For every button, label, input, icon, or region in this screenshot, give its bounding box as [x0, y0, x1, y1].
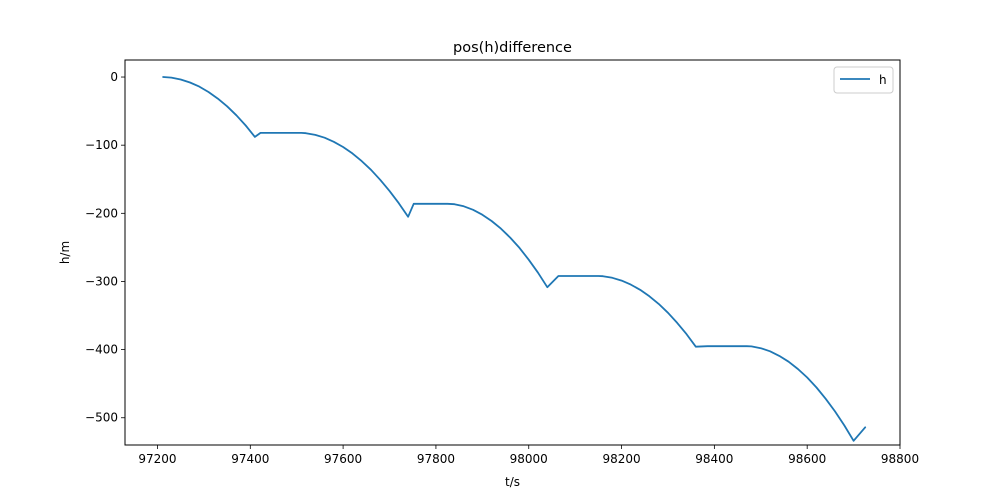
y-tick-label: −200: [85, 206, 118, 220]
chart-title: pos(h)difference: [453, 40, 572, 56]
series-line-h: [162, 76, 867, 442]
x-tick-label: 98800: [881, 452, 919, 466]
plot-area: [125, 60, 900, 445]
x-tick-label: 97400: [231, 452, 269, 466]
y-axis-label: h/m: [58, 241, 72, 264]
x-tick-label: 97600: [324, 452, 362, 466]
series-layer: [162, 76, 867, 442]
legend-box: [833, 66, 894, 94]
x-tick-label: 97800: [417, 452, 455, 466]
y-tick-label: 0: [110, 70, 118, 84]
plot-frame: [124, 59, 901, 446]
y-tick-label: −500: [85, 411, 118, 425]
y-tick-label: −400: [85, 343, 118, 357]
x-tick-label: 98200: [602, 452, 640, 466]
x-axis: 97200 97400 97600 97800 98000 98200 98400 98600…: [138, 445, 919, 466]
legend-label: h: [879, 73, 887, 87]
x-tick-label: 98000: [510, 452, 548, 466]
x-tick-label: 97200: [138, 452, 176, 466]
x-tick-label: 98600: [788, 452, 826, 466]
y-tick-label: −100: [85, 138, 118, 152]
x-axis-label: t/s: [505, 475, 520, 489]
y-axis: 0 −100 −200 −300 −400 −500: [85, 70, 125, 425]
legend: h: [833, 66, 894, 94]
x-tick-label: 98400: [695, 452, 733, 466]
y-tick-label: −300: [85, 274, 118, 288]
